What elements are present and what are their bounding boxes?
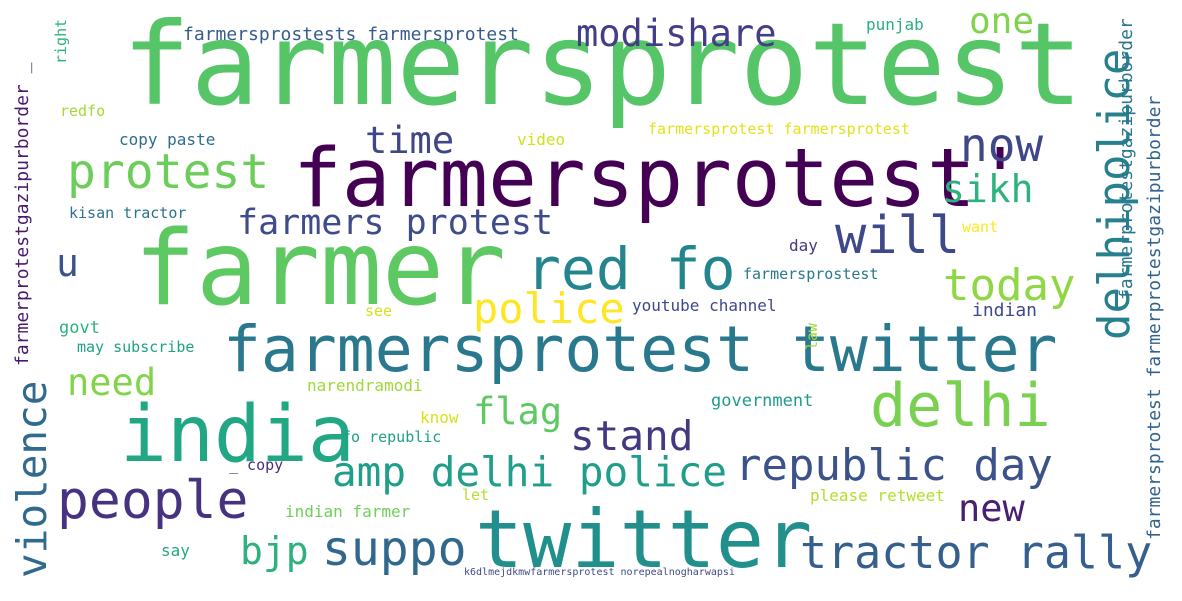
word: red fo	[526, 235, 736, 303]
word: amp delhi police	[332, 448, 727, 496]
word: farmers protest	[237, 203, 554, 243]
word: farmersprotest	[122, 0, 1083, 131]
word: today	[943, 260, 1076, 311]
word: new	[958, 487, 1025, 530]
word: tractor rally	[800, 526, 1153, 579]
word: let	[462, 486, 490, 504]
word: republic day	[735, 440, 1053, 491]
word: see	[365, 302, 393, 320]
word: one	[969, 1, 1035, 42]
word: may subscribe	[77, 338, 195, 356]
word: farmersprotest twitter	[223, 313, 1058, 386]
word: fo republic	[342, 428, 442, 446]
word: violence	[8, 380, 56, 578]
word: farmerprotestgazipurborder _	[12, 62, 33, 366]
word: farmersprostest	[743, 265, 879, 283]
word: know	[420, 408, 459, 427]
word: sikh	[942, 167, 1034, 211]
word: flag	[473, 390, 563, 433]
word: modishare	[576, 12, 777, 55]
word: farmersprostests farmersprotest	[183, 24, 519, 45]
word: _ copy	[229, 456, 284, 474]
word: redfo	[60, 102, 106, 120]
word: u	[56, 241, 79, 285]
word: time	[365, 119, 455, 162]
word: indian	[972, 300, 1038, 321]
word: suppo	[322, 521, 467, 577]
word: now	[960, 118, 1044, 172]
word: youtube channel	[632, 296, 777, 315]
word: stand	[570, 412, 694, 460]
word: indian farmer	[285, 502, 411, 521]
word: farmer	[134, 209, 507, 329]
word: need	[67, 361, 157, 404]
word: government	[711, 391, 814, 411]
word: right	[52, 18, 70, 64]
word: delhi	[870, 371, 1051, 441]
word: police	[473, 284, 625, 333]
word: bjp	[240, 529, 309, 573]
word: narendramodi	[307, 376, 423, 395]
word: farmersprotest farmerprotestgazipurborde…	[1144, 95, 1165, 540]
word: want	[962, 218, 999, 236]
word: will	[835, 206, 961, 266]
word: farmerprotestgazipurborder	[1116, 18, 1137, 300]
word: please retweet	[810, 486, 945, 505]
word: people	[57, 470, 249, 531]
word: protest	[67, 144, 270, 200]
word: kisan tractor	[69, 204, 187, 222]
word: twitter	[475, 493, 813, 586]
word: farmersprotest farmersprotest	[648, 120, 910, 138]
word: day	[789, 236, 818, 255]
word: k6dlmejdkmwfarmersprotest norepealnoghar…	[464, 567, 735, 578]
word: law	[803, 322, 821, 350]
word: farmersprotest'	[293, 132, 1025, 226]
word: say	[161, 541, 190, 560]
word: video	[517, 130, 566, 149]
word: copy paste	[119, 130, 216, 149]
word: india	[120, 390, 355, 480]
word: punjab	[866, 15, 924, 34]
word: govt	[59, 318, 100, 338]
